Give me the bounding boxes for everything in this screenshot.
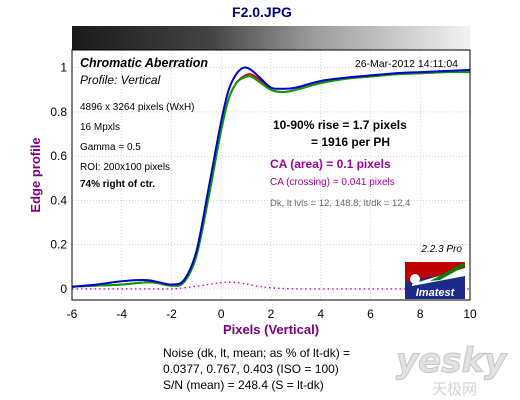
info-megapixels: 16 Mpxls xyxy=(80,122,120,133)
series-line-diff xyxy=(71,281,470,290)
svg-text:Imatest: Imatest xyxy=(416,287,456,299)
panel-title: Chromatic Aberration xyxy=(80,56,208,70)
y-tick-label: 0.6 xyxy=(50,149,67,163)
rise-per-ph: = 1916 per PH xyxy=(311,135,390,149)
yesky-watermark: yesky 天极网 xyxy=(396,342,509,398)
x-tick-label: -6 xyxy=(67,307,78,321)
imatest-logo: Imatest xyxy=(405,262,465,299)
x-tick-label: 8 xyxy=(417,307,424,321)
series-line-blue xyxy=(71,66,471,288)
plot-frame xyxy=(71,49,471,301)
y-tick-label: 1 xyxy=(60,61,67,75)
x-tick-label: -4 xyxy=(116,307,127,321)
noise-line-1: Noise (dk, lt, mean; as % of lt-dk) = xyxy=(163,346,351,360)
y-tick-label: 0.4 xyxy=(50,193,67,207)
grid xyxy=(72,50,470,300)
y-tick-label: 0.8 xyxy=(50,105,67,119)
x-tick-label: 10 xyxy=(463,307,477,321)
x-tick-label: 4 xyxy=(317,307,324,321)
watermark-sub: 天极网 xyxy=(432,380,477,398)
plot-lines xyxy=(71,66,471,290)
timestamp: 26-Mar-2012 14:11:04 xyxy=(355,58,458,70)
edge-gradient-bar xyxy=(72,26,470,50)
ca-crossing: CA (crossing) = 0.041 pixels xyxy=(270,177,395,188)
y-axis-label: Edge profile xyxy=(28,137,43,212)
info-gamma: Gamma = 0.5 xyxy=(80,142,141,153)
tick-labels: -6 -4 -2 0 2 4 6 8 10 0 0.2 0.4 0.6 0.8 1 xyxy=(50,61,477,321)
noise-summary: Noise (dk, lt, mean; as % of lt-dk) = 0.… xyxy=(163,345,403,393)
info-roi: ROI: 200x100 pixels xyxy=(80,162,170,173)
x-tick-label: 0 xyxy=(218,307,225,321)
version-label: 2.2.3 Pro xyxy=(420,244,462,255)
snr-line: S/N (mean) = 248.4 (S = lt-dk) xyxy=(163,378,324,392)
levels-info: Dk, lt lvls = 12, 148.8; lt/dk = 12.4 xyxy=(270,198,410,209)
info-dimensions: 4896 x 3264 pixels (WxH) xyxy=(80,102,195,113)
x-tick-label: 6 xyxy=(367,307,374,321)
x-tick-label: 2 xyxy=(268,307,275,321)
series-line-green xyxy=(71,71,471,288)
y-tick-label: 0.2 xyxy=(50,238,67,252)
noise-line-2: 0.0377, 0.767, 0.403 (ISO = 100) xyxy=(163,362,339,376)
panel-subtitle: Profile: Vertical xyxy=(80,73,161,87)
file-title: F2.0.JPG xyxy=(232,4,292,20)
watermark-brand: yesky xyxy=(396,342,508,381)
rise-value: 10-90% rise = 1.7 pixels xyxy=(273,118,407,132)
y-tick-label: 0 xyxy=(60,282,67,296)
ca-area: CA (area) = 0.1 pixels xyxy=(270,157,391,171)
info-position: 74% right of ctr. xyxy=(80,179,155,190)
x-tick-label: -2 xyxy=(166,307,177,321)
x-axis-label: Pixels (Vertical) xyxy=(223,322,319,337)
